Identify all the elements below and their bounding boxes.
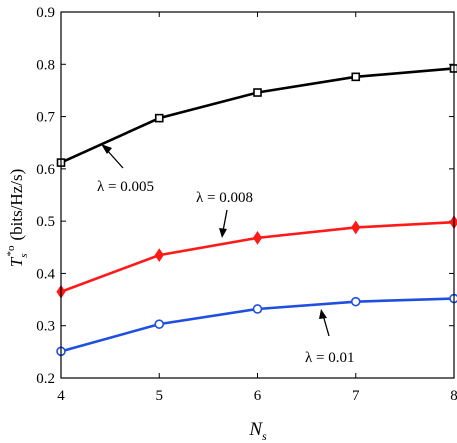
axis-ticks: 0.2 0.3 0.4 0.5 0.6 0.7 0.8 0.9 4 5 6 7 8 bbox=[36, 5, 457, 404]
x-tick-label: 4 bbox=[57, 388, 65, 404]
x-tick-label: 8 bbox=[450, 388, 457, 404]
series-diamond bbox=[56, 215, 457, 299]
y-tick-label: 0.3 bbox=[36, 319, 55, 335]
x-tick-label: 7 bbox=[352, 388, 360, 404]
data-point-square bbox=[154, 113, 164, 123]
plot-frame bbox=[60, 11, 455, 379]
annotation-label: λ = 0.008 bbox=[196, 190, 253, 206]
x-axis-label: Ns bbox=[248, 419, 267, 443]
data-point-circle bbox=[350, 296, 361, 307]
annotation-lambda-0005: λ = 0.005 bbox=[97, 144, 154, 195]
y-tick-label: 0.4 bbox=[36, 266, 55, 282]
annotation-arrow-line bbox=[322, 314, 330, 337]
y-tick-label: 0.2 bbox=[36, 371, 55, 387]
annotation-arrow-line bbox=[222, 209, 228, 232]
data-point-square bbox=[351, 72, 361, 82]
series-circle bbox=[56, 293, 457, 357]
annotation-label: λ = 0.01 bbox=[305, 350, 354, 366]
y-axis-label: Ts*o(bits/Hz/s) bbox=[5, 169, 30, 268]
x-tick-label: 5 bbox=[156, 388, 164, 404]
data-point-diamond bbox=[154, 248, 164, 263]
annotation-arrow-line bbox=[105, 148, 124, 169]
series-layer bbox=[56, 64, 457, 357]
annotation-arrow-head bbox=[319, 309, 327, 319]
y-tick-label: 0.5 bbox=[36, 214, 55, 230]
y-tick-label: 0.8 bbox=[36, 57, 55, 73]
data-point-square bbox=[253, 88, 262, 97]
annotation-lambda-0008: λ = 0.008 bbox=[196, 190, 253, 238]
data-point-diamond bbox=[252, 230, 263, 245]
y-tick-label: 0.7 bbox=[36, 110, 55, 126]
y-tick-label: 0.9 bbox=[36, 5, 55, 21]
x-tick-label: 6 bbox=[254, 388, 262, 404]
data-point-circle bbox=[154, 319, 165, 329]
annotation-arrow-head bbox=[101, 144, 112, 154]
data-point-circle bbox=[252, 304, 263, 314]
series-line bbox=[60, 67, 455, 164]
annotation-lambda-001: λ = 0.01 bbox=[305, 309, 354, 366]
annotation-label: λ = 0.005 bbox=[97, 179, 154, 195]
annotation-arrow-head bbox=[219, 228, 227, 238]
series-square bbox=[56, 64, 457, 167]
y-tick-label: 0.6 bbox=[36, 162, 55, 178]
data-point-diamond bbox=[351, 220, 361, 235]
